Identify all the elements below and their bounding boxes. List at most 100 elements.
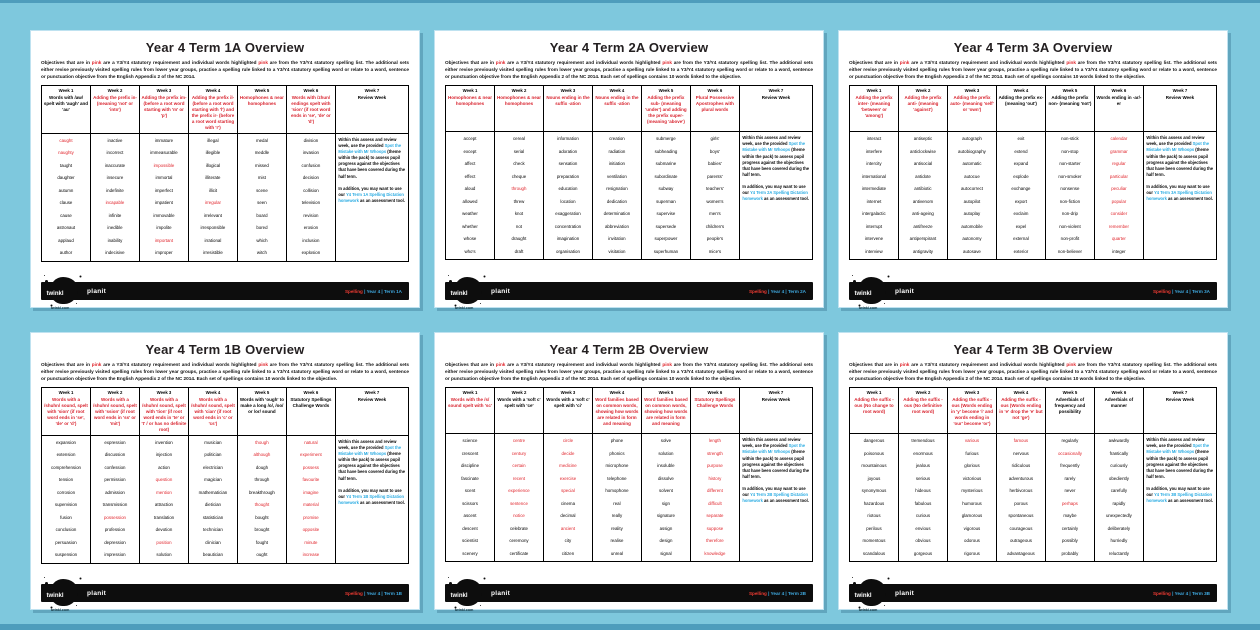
twinkl-url: twinkl.com bbox=[454, 306, 474, 310]
word: knot bbox=[514, 211, 524, 217]
document-term-3a[interactable]: Year 4 Term 3A Overview Objectives that … bbox=[838, 30, 1228, 310]
word: submerge bbox=[656, 136, 676, 142]
word: autumn bbox=[58, 187, 74, 193]
word: celebrate bbox=[509, 525, 528, 531]
word-list-row: dangerous poisonous mountainous joyous synon… bbox=[849, 433, 1218, 563]
word: resignation bbox=[606, 186, 628, 192]
word: creation bbox=[609, 136, 625, 142]
week-header: Week 6 Statutory Spellings Challenge Word… bbox=[285, 387, 336, 436]
word: science bbox=[462, 438, 478, 444]
word: antidote bbox=[915, 173, 931, 179]
word: persuasion bbox=[55, 539, 77, 545]
week-header: Week 4 Nouns ending in the suffix -ation bbox=[591, 85, 642, 133]
word: infinite bbox=[108, 212, 122, 218]
word: intervene bbox=[864, 236, 884, 242]
word: extension bbox=[56, 452, 76, 458]
word: integer bbox=[1112, 248, 1126, 254]
word: irrelevant bbox=[203, 212, 222, 218]
word: boys' bbox=[709, 148, 720, 154]
twinkl-brand-text: twinkl bbox=[46, 291, 64, 297]
document-term-1a[interactable]: Year 4 Term 1A Overview Objectives that … bbox=[30, 30, 420, 310]
word: outrageous bbox=[1009, 538, 1032, 544]
word-list: circle decide medicine exercise special cinem… bbox=[542, 433, 593, 563]
word: opposite bbox=[302, 527, 320, 533]
word: material bbox=[303, 502, 319, 508]
spelling-overview-table: Week 1 Homophones & near homophones Week 2… bbox=[445, 85, 814, 261]
word-list: regularly occasionally frequently rarely nev… bbox=[1044, 433, 1095, 563]
word: adoration bbox=[558, 148, 578, 154]
word: scissors bbox=[462, 500, 478, 506]
word: probably bbox=[1061, 550, 1079, 556]
word: momentous bbox=[862, 538, 886, 544]
intro-text: Objectives that are in pink are a Y3/Y4 … bbox=[41, 60, 409, 80]
word: autonomy bbox=[962, 236, 982, 242]
word: discipline bbox=[460, 463, 480, 469]
word: translation bbox=[153, 514, 175, 520]
word: obediently bbox=[1108, 475, 1129, 481]
word: courageous bbox=[1009, 525, 1033, 531]
word: certainly bbox=[1061, 525, 1079, 531]
word: antiseptic bbox=[913, 136, 933, 142]
word: though bbox=[255, 439, 269, 445]
word: witch bbox=[256, 250, 267, 256]
word: regularly bbox=[1061, 438, 1079, 444]
word: medicine bbox=[559, 463, 577, 469]
word: through bbox=[511, 186, 527, 192]
word: allowed bbox=[462, 198, 478, 204]
word: phonics bbox=[609, 450, 625, 456]
word: dangerous bbox=[863, 438, 885, 444]
page-title: Year 4 Term 2A Overview bbox=[549, 40, 709, 55]
word: transmission bbox=[102, 502, 128, 508]
word: international bbox=[862, 173, 886, 179]
word: century bbox=[511, 450, 527, 456]
review-cell: Within this assess and review week, use … bbox=[1142, 433, 1218, 563]
word: solution bbox=[658, 450, 674, 456]
word: whether bbox=[462, 223, 478, 229]
word: although bbox=[253, 452, 271, 458]
week-header: Week 5 Word families based on common word… bbox=[640, 387, 691, 435]
intro-text: Objectives that are in pink are a Y3/Y4 … bbox=[445, 60, 813, 80]
review-cell: Within this assess and review week, use … bbox=[334, 132, 410, 262]
word: seen bbox=[257, 200, 267, 206]
document-term-2a[interactable]: Year 4 Term 2A Overview Objectives that … bbox=[434, 30, 824, 310]
word: suspension bbox=[54, 552, 78, 558]
word: interrupt bbox=[865, 223, 883, 229]
word: submarine bbox=[655, 161, 677, 167]
document-code: Spelling | Year 4 | Term 3B bbox=[1152, 590, 1210, 596]
word-list: phone phonics microphone telephone homophone… bbox=[591, 433, 642, 563]
word: subordinate bbox=[654, 173, 678, 179]
word: parents' bbox=[707, 173, 723, 179]
word: beautician bbox=[202, 552, 223, 558]
word: autograph bbox=[962, 136, 982, 142]
document-term-1b[interactable]: Year 4 Term 1B Overview Objectives that … bbox=[30, 332, 420, 612]
document-term-3b[interactable]: Year 4 Term 3B Overview Objectives that … bbox=[838, 332, 1228, 612]
week-header: Week 2 Adding the suffix -ous (No definit… bbox=[897, 387, 948, 435]
word: immeasurable bbox=[150, 150, 178, 156]
week-header: Week 3 Words with a 'soft c' spelt with '… bbox=[542, 387, 593, 435]
word: information bbox=[557, 136, 579, 142]
week-header: Week 4 Adding the suffix -ous (Words endi… bbox=[995, 387, 1046, 435]
week-header: Week 6 Plural Possessive Apostrophes with… bbox=[689, 85, 740, 133]
word-list: length strength purpose history different dif… bbox=[689, 433, 740, 563]
word: obvious bbox=[915, 538, 931, 544]
document-term-2b[interactable]: Year 4 Term 2B Overview Objectives that … bbox=[434, 332, 824, 612]
word: expansion bbox=[55, 439, 76, 445]
word: automatic bbox=[962, 161, 982, 167]
word: really bbox=[611, 513, 623, 519]
week-header: Week 1 Homophones & near homophones bbox=[445, 85, 495, 133]
word-list: awkwardly frantically curiously obediently c… bbox=[1093, 433, 1144, 563]
word: imagine bbox=[303, 489, 319, 495]
week-header: Week 3 Nouns ending in the suffix -ation bbox=[542, 85, 593, 133]
word-list: medal meddle missed mist scene seen board bored… bbox=[236, 132, 287, 262]
word: recent bbox=[512, 475, 526, 481]
intro-text: Objectives that are in pink are a Y3/Y4 … bbox=[445, 362, 813, 382]
week-header: Week 6 Statutory Spellings Challenge Word… bbox=[689, 387, 740, 435]
word: decision bbox=[302, 175, 319, 181]
word: electrician bbox=[203, 464, 223, 470]
word: supervision bbox=[54, 502, 78, 508]
word: herbivorous bbox=[1009, 488, 1033, 494]
word: collision bbox=[303, 187, 319, 193]
word: immovable bbox=[153, 212, 175, 218]
word: intergalactic bbox=[862, 211, 886, 217]
